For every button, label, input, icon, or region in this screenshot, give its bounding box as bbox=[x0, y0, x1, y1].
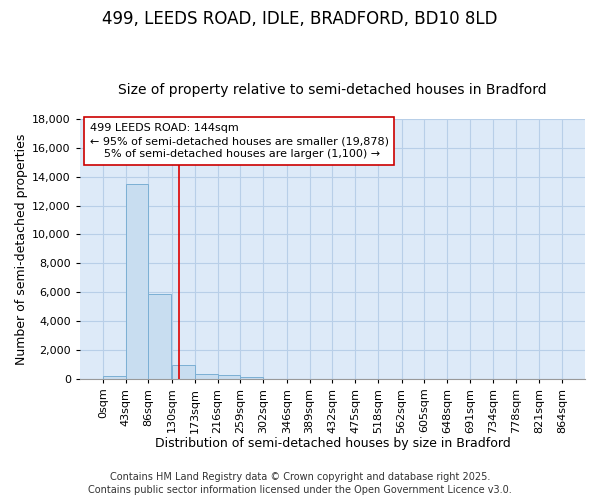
Bar bbox=[172, 365, 195, 378]
Bar bbox=[195, 374, 218, 378]
Text: 499 LEEDS ROAD: 144sqm
← 95% of semi-detached houses are smaller (19,878)
    5%: 499 LEEDS ROAD: 144sqm ← 95% of semi-det… bbox=[90, 123, 389, 160]
Bar bbox=[125, 184, 148, 378]
Bar bbox=[218, 374, 241, 378]
Title: Size of property relative to semi-detached houses in Bradford: Size of property relative to semi-detach… bbox=[118, 83, 547, 97]
Text: Contains HM Land Registry data © Crown copyright and database right 2025.
Contai: Contains HM Land Registry data © Crown c… bbox=[88, 472, 512, 495]
Bar bbox=[103, 376, 125, 378]
Bar bbox=[148, 294, 172, 378]
Y-axis label: Number of semi-detached properties: Number of semi-detached properties bbox=[15, 133, 28, 364]
Text: 499, LEEDS ROAD, IDLE, BRADFORD, BD10 8LD: 499, LEEDS ROAD, IDLE, BRADFORD, BD10 8L… bbox=[102, 10, 498, 28]
Bar bbox=[241, 377, 263, 378]
X-axis label: Distribution of semi-detached houses by size in Bradford: Distribution of semi-detached houses by … bbox=[155, 437, 510, 450]
